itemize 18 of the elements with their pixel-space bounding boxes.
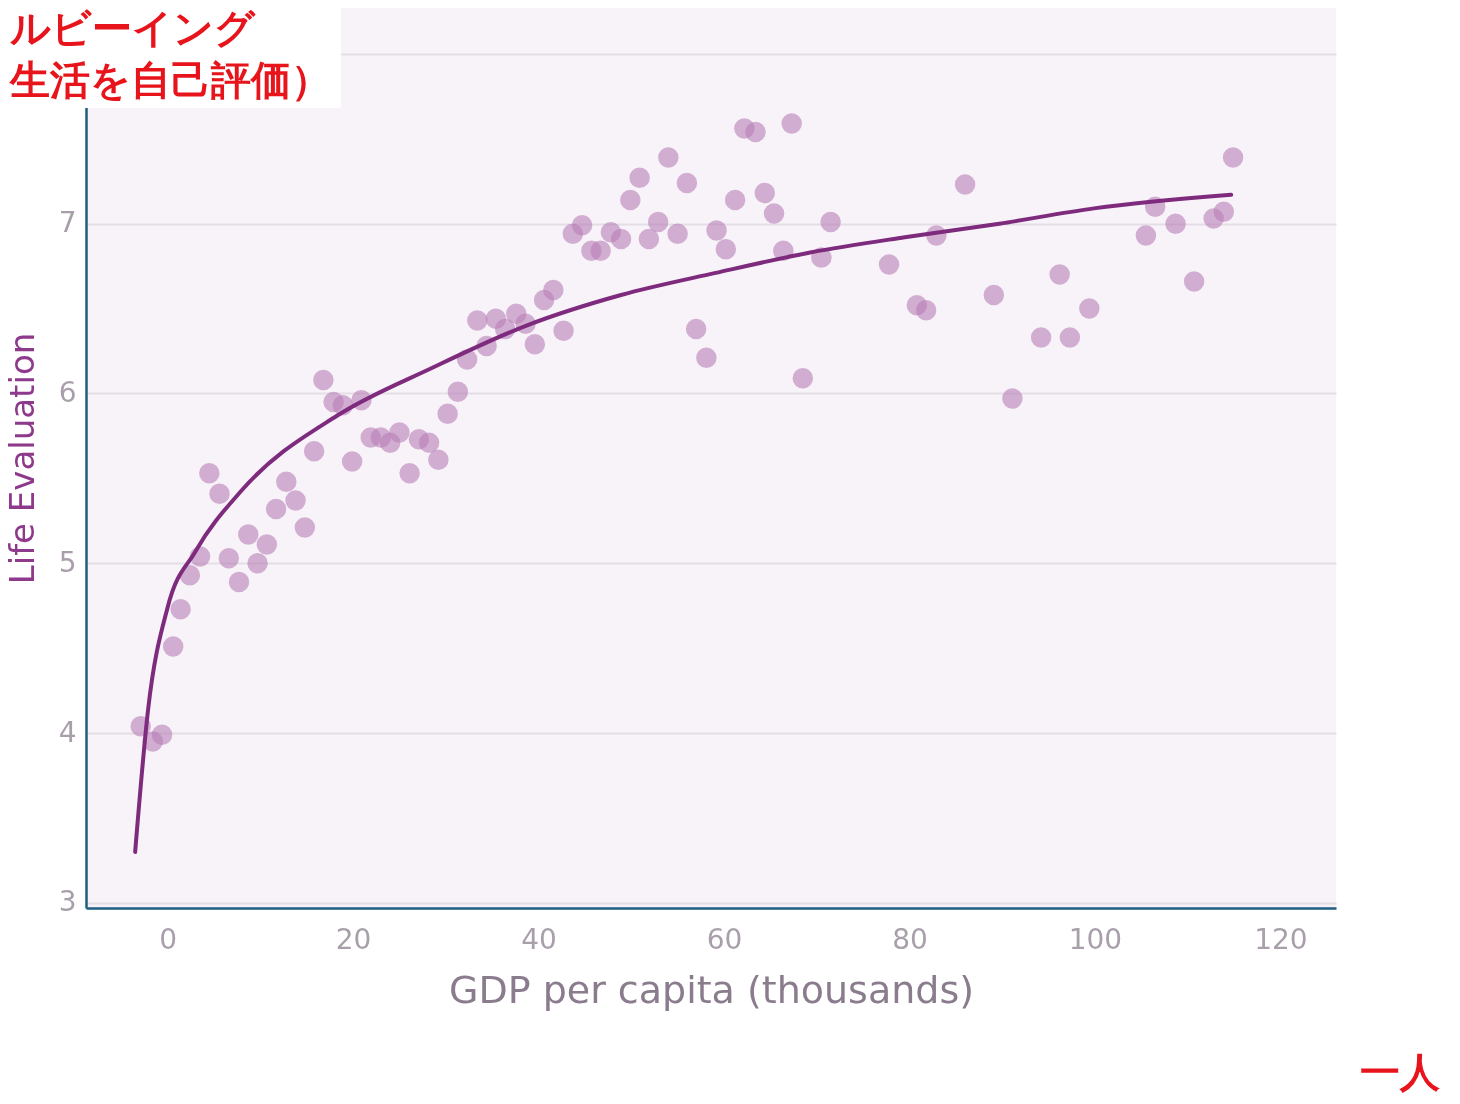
y-tick-label: 7 bbox=[58, 206, 77, 240]
x-tick-label: 100 bbox=[1068, 922, 1123, 956]
y-axis-title: Life Evaluation bbox=[1, 332, 42, 585]
text: 一人 bbox=[1350, 1044, 1450, 1100]
x-tick-label: 80 bbox=[892, 922, 928, 956]
x-axis-title: GDP per capita (thousands) bbox=[448, 967, 975, 1012]
annotation: ルビーイング bbox=[10, 5, 255, 51]
x-tick-label: 40 bbox=[521, 922, 557, 956]
y-tick-label: 3 bbox=[58, 885, 77, 919]
x-tick-label: 120 bbox=[1254, 922, 1308, 956]
x-tick-label: 20 bbox=[335, 922, 372, 956]
x-tick-label: 0 bbox=[159, 922, 178, 956]
x-tick-label: 60 bbox=[706, 922, 743, 956]
annotation: 生活を自己評価） bbox=[10, 57, 331, 103]
y-tick-label: 4 bbox=[58, 715, 77, 749]
y-tick-label: 6 bbox=[58, 375, 77, 409]
y-tick-label: 5 bbox=[58, 545, 77, 579]
line-series bbox=[133, 192, 1234, 854]
